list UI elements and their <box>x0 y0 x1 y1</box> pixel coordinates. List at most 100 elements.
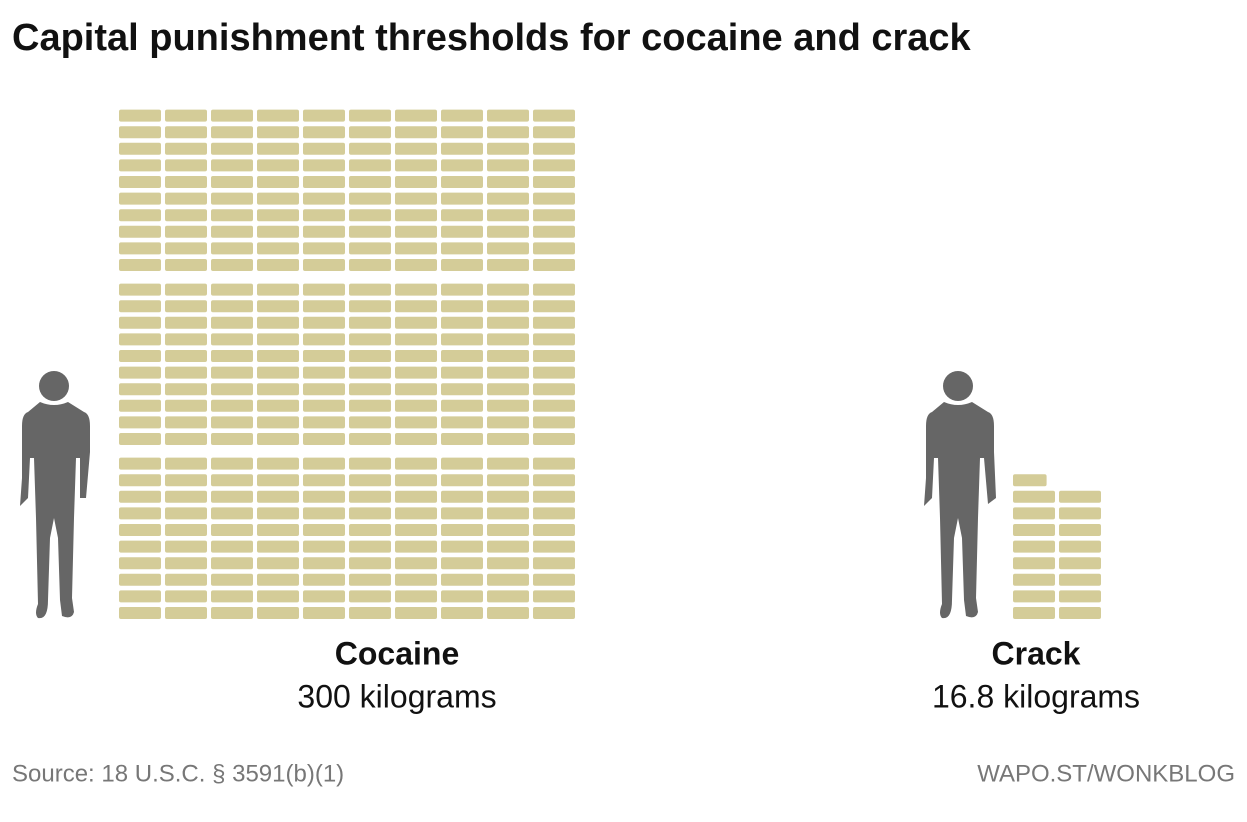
brick <box>303 573 345 586</box>
brick <box>257 573 299 586</box>
brick <box>487 416 529 429</box>
brick <box>349 383 391 396</box>
brick <box>211 333 253 346</box>
source-note: Source: 18 U.S.C. § 3591(b)(1) <box>12 760 344 787</box>
brick <box>257 142 299 155</box>
brick <box>349 333 391 346</box>
brick <box>165 507 207 520</box>
brick <box>487 142 529 155</box>
brick <box>1059 557 1101 570</box>
brick <box>257 259 299 271</box>
brick <box>211 209 253 222</box>
brick <box>487 225 529 238</box>
brick <box>119 490 161 503</box>
brick <box>303 300 345 313</box>
brick <box>119 457 161 470</box>
brick <box>533 399 575 412</box>
brick <box>533 176 575 188</box>
brick <box>487 457 529 470</box>
brick <box>257 399 299 412</box>
brick <box>165 176 207 188</box>
brick <box>349 259 391 271</box>
brick <box>303 607 345 619</box>
brick <box>165 490 207 503</box>
brick <box>487 350 529 362</box>
brick <box>441 350 483 362</box>
brick <box>533 590 575 603</box>
brick <box>441 242 483 255</box>
brick <box>211 300 253 313</box>
brick <box>119 109 161 122</box>
brick <box>395 225 437 238</box>
brick <box>257 457 299 470</box>
brick <box>533 540 575 553</box>
brick <box>395 192 437 205</box>
brick <box>257 524 299 536</box>
brick <box>533 192 575 205</box>
brick <box>211 142 253 155</box>
brick <box>395 333 437 346</box>
brick <box>395 142 437 155</box>
brick <box>119 524 161 536</box>
brick <box>349 176 391 188</box>
brick <box>349 192 391 205</box>
brick <box>165 225 207 238</box>
brick <box>303 540 345 553</box>
brick <box>395 316 437 329</box>
brick <box>487 242 529 255</box>
brick <box>211 416 253 429</box>
brick <box>487 192 529 205</box>
brick <box>165 126 207 139</box>
brick <box>395 416 437 429</box>
brick <box>395 366 437 379</box>
brick <box>487 333 529 346</box>
brick <box>303 416 345 429</box>
brick <box>303 176 345 188</box>
brick <box>119 433 161 445</box>
brick <box>487 507 529 520</box>
brick <box>533 259 575 271</box>
brick <box>487 283 529 296</box>
brick <box>257 474 299 487</box>
brick <box>165 399 207 412</box>
brick <box>441 474 483 487</box>
brick <box>211 474 253 487</box>
brick <box>441 383 483 396</box>
brick <box>211 192 253 205</box>
brick <box>165 350 207 362</box>
brick <box>303 259 345 271</box>
brick <box>165 573 207 586</box>
brick <box>257 209 299 222</box>
brick <box>1059 524 1101 536</box>
brick <box>165 242 207 255</box>
brick <box>165 366 207 379</box>
brick <box>1013 507 1055 520</box>
brick <box>395 607 437 619</box>
brick <box>211 607 253 619</box>
brick <box>211 126 253 139</box>
brick <box>1013 557 1055 570</box>
brick <box>1059 490 1101 503</box>
brick <box>303 242 345 255</box>
brick <box>533 433 575 445</box>
brick <box>395 126 437 139</box>
brick <box>119 192 161 205</box>
brick <box>211 316 253 329</box>
brick <box>349 126 391 139</box>
brick <box>303 457 345 470</box>
brick <box>487 259 529 271</box>
brick <box>533 126 575 139</box>
brick <box>533 557 575 570</box>
brick <box>257 242 299 255</box>
brick <box>257 300 299 313</box>
brick <box>119 142 161 155</box>
brick <box>1059 607 1101 619</box>
credit: WAPO.ST/WONKBLOG <box>977 760 1235 787</box>
brick <box>211 433 253 445</box>
brick <box>257 433 299 445</box>
brick <box>441 557 483 570</box>
brick <box>441 457 483 470</box>
brick <box>257 109 299 122</box>
brick <box>395 176 437 188</box>
